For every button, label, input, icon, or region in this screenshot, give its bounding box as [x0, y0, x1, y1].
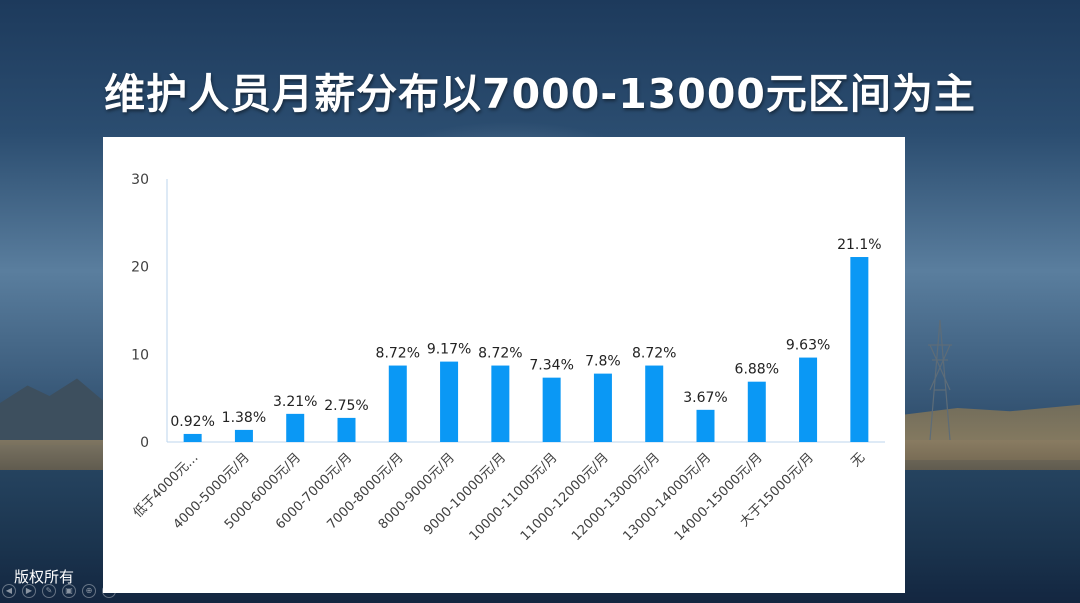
- x-tick-label: 14000-15000元/月: [672, 450, 766, 544]
- copyright-text: 版权所有: [14, 568, 75, 586]
- slides-icon[interactable]: ▣: [62, 584, 76, 598]
- data-label: 3.67%: [683, 390, 727, 406]
- zoom-icon[interactable]: ⊕: [82, 584, 96, 598]
- y-tick-label: 20: [131, 260, 149, 276]
- next-icon[interactable]: ▶: [22, 584, 36, 598]
- data-label: 2.75%: [324, 398, 368, 414]
- bar: [286, 413, 305, 442]
- background-mountain: [0, 378, 110, 445]
- x-tick-label: 10000-11000元/月: [467, 450, 561, 544]
- bar: [388, 365, 407, 442]
- bar: [542, 377, 561, 442]
- bar: [850, 257, 869, 442]
- chart-panel: 0 10 20 30 0.92% 低于4000元… 1.38% 4000-5000元/月 3.2…: [103, 137, 905, 593]
- bar: [593, 373, 612, 442]
- data-label: 9.63%: [786, 338, 830, 354]
- data-label: 0.92%: [170, 414, 214, 430]
- x-tick-label: 12000-13000元/月: [569, 450, 663, 544]
- data-label: 8.72%: [632, 346, 676, 362]
- slide-title: 维护人员月薪分布以7000-13000元区间为主: [104, 70, 976, 118]
- data-label: 3.21%: [273, 394, 317, 410]
- bar: [747, 381, 766, 442]
- y-tick-label: 30: [131, 172, 149, 188]
- bar: [645, 365, 664, 442]
- bar: [491, 365, 510, 442]
- data-label: 9.17%: [427, 342, 471, 358]
- pen-icon[interactable]: ✎: [42, 584, 56, 598]
- power-pylon-icon: [928, 320, 952, 440]
- data-label: 6.88%: [735, 362, 779, 378]
- x-tick-label: 13000-14000元/月: [620, 450, 714, 544]
- x-tick-label: 无: [848, 450, 868, 470]
- prev-icon[interactable]: ◀: [2, 584, 16, 598]
- y-tick-label: 10: [131, 347, 149, 363]
- data-label: 8.72%: [478, 346, 522, 362]
- bar: [440, 361, 459, 442]
- data-label: 7.34%: [529, 358, 573, 374]
- y-tick-label: 0: [140, 435, 149, 451]
- bar: [234, 429, 253, 442]
- data-label: 1.38%: [222, 410, 266, 426]
- data-label: 8.72%: [376, 346, 420, 362]
- x-tick-label: 11000-12000元/月: [518, 450, 612, 544]
- bar: [183, 433, 202, 442]
- bar-chart: 01020300.92%低于4000元…1.38%4000-5000元/月3.2…: [131, 172, 885, 544]
- data-label: 21.1%: [837, 237, 881, 253]
- data-label: 7.8%: [585, 354, 621, 370]
- slide-controls: ◀ ▶ ✎ ▣ ⊕ ⋯: [2, 584, 116, 598]
- more-icon[interactable]: ⋯: [102, 584, 116, 598]
- bar: [337, 417, 356, 442]
- bar: [696, 409, 715, 442]
- bar: [799, 357, 818, 442]
